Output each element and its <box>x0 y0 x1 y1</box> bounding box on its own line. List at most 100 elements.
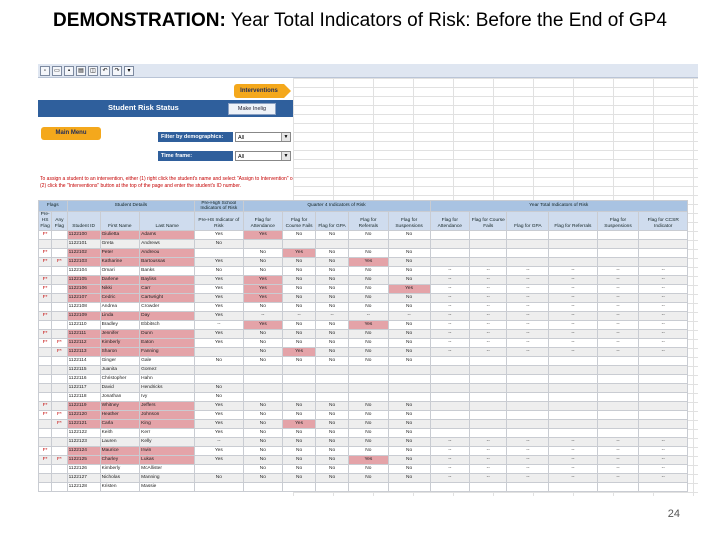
table-cell[interactable] <box>51 275 68 285</box>
table-cell[interactable]: -- <box>596 338 640 348</box>
table-cell[interactable]: No <box>315 329 350 339</box>
table-cell[interactable] <box>506 356 550 366</box>
table-row[interactable]: F* F* 1122112 Kimberly Eaton Yes No No No No No -- -… <box>38 338 688 348</box>
table-cell[interactable]: -- <box>548 446 598 456</box>
table-cell[interactable]: No <box>282 410 317 420</box>
table-cell[interactable] <box>242 374 284 384</box>
table-cell[interactable]: -- <box>596 284 640 294</box>
table-cell[interactable]: No <box>387 446 431 456</box>
table-cell[interactable] <box>51 365 68 375</box>
table-cell[interactable] <box>638 374 688 384</box>
table-cell[interactable] <box>387 365 431 375</box>
table-cell[interactable]: Yes <box>242 284 284 294</box>
table-cell[interactable]: No <box>282 473 317 483</box>
table-cell[interactable]: -- <box>469 275 508 285</box>
table-cell[interactable]: F* <box>38 257 53 267</box>
table-row[interactable]: 1122110 Bradley Ebbitsch -- Yes No No Yes No -- --… <box>38 320 688 330</box>
table-cell[interactable] <box>506 365 550 375</box>
table-cell[interactable] <box>282 383 317 393</box>
table-cell[interactable] <box>596 383 640 393</box>
table-cell[interactable] <box>596 248 640 258</box>
table-cell[interactable]: Nikki <box>99 284 141 294</box>
main-menu-button[interactable]: Main Menu <box>41 127 101 140</box>
table-cell[interactable]: Cartwright <box>139 293 196 303</box>
table-cell[interactable] <box>429 401 471 411</box>
undo-icon[interactable]: ↶ <box>100 65 110 76</box>
table-cell[interactable]: No <box>242 437 284 447</box>
table-cell[interactable]: Yes <box>348 257 389 267</box>
table-cell[interactable]: 1122118 <box>66 392 101 402</box>
table-cell[interactable] <box>596 356 640 366</box>
table-cell[interactable] <box>51 383 68 393</box>
table-cell[interactable] <box>194 365 244 375</box>
table-cell[interactable]: -- <box>506 473 550 483</box>
table-cell[interactable] <box>51 266 68 276</box>
table-cell[interactable] <box>429 248 471 258</box>
table-cell[interactable] <box>387 383 431 393</box>
table-cell[interactable]: -- <box>506 302 550 312</box>
table-cell[interactable] <box>429 392 471 402</box>
table-cell[interactable]: -- <box>638 347 688 357</box>
table-cell[interactable]: Katharine <box>99 257 141 267</box>
table-cell[interactable] <box>596 392 640 402</box>
table-cell[interactable]: No <box>282 464 317 474</box>
table-cell[interactable] <box>242 482 284 492</box>
table-cell[interactable]: 1122123 <box>66 437 101 447</box>
column-header[interactable]: Flag for Suspensions <box>596 211 640 231</box>
table-cell[interactable]: No <box>194 392 244 402</box>
table-cell[interactable] <box>548 383 598 393</box>
table-cell[interactable] <box>315 392 350 402</box>
table-cell[interactable] <box>51 374 68 384</box>
make-inelig-button[interactable]: Make Inelig <box>228 103 276 115</box>
table-cell[interactable] <box>348 383 389 393</box>
table-cell[interactable]: 1122124 <box>66 446 101 456</box>
table-cell[interactable]: -- <box>429 275 471 285</box>
table-row[interactable]: F* 1122113 Sharon Fanning No Yes No No No -- -- -- -… <box>38 347 688 357</box>
table-cell[interactable] <box>315 374 350 384</box>
table-cell[interactable] <box>506 392 550 402</box>
table-row[interactable]: 1122122 Keith Kerr Yes No No No No No <box>38 428 688 438</box>
table-cell[interactable]: -- <box>596 347 640 357</box>
table-cell[interactable] <box>506 374 550 384</box>
column-header[interactable]: Flag for Attendance <box>429 211 471 231</box>
table-cell[interactable] <box>596 365 640 375</box>
table-cell[interactable]: 1122104 <box>66 266 101 276</box>
table-cell[interactable]: McAllister <box>139 464 196 474</box>
table-cell[interactable]: -- <box>596 473 640 483</box>
table-cell[interactable]: -- <box>469 473 508 483</box>
table-cell[interactable] <box>429 410 471 420</box>
table-cell[interactable] <box>638 257 688 267</box>
table-cell[interactable]: F* <box>38 275 53 285</box>
table-cell[interactable]: -- <box>469 329 508 339</box>
table-cell[interactable]: No <box>282 284 317 294</box>
table-cell[interactable]: Greta <box>99 239 141 249</box>
table-cell[interactable] <box>38 419 53 429</box>
table-cell[interactable]: F* <box>38 311 53 321</box>
table-cell[interactable]: No <box>348 230 389 240</box>
table-cell[interactable]: No <box>315 464 350 474</box>
table-cell[interactable]: No <box>315 347 350 357</box>
table-cell[interactable]: No <box>242 446 284 456</box>
table-cell[interactable]: -- <box>638 293 688 303</box>
table-cell[interactable] <box>51 239 68 249</box>
table-cell[interactable]: -- <box>506 293 550 303</box>
table-cell[interactable]: -- <box>548 275 598 285</box>
table-cell[interactable]: No <box>194 473 244 483</box>
table-cell[interactable] <box>51 230 68 240</box>
table-cell[interactable]: 1122114 <box>66 356 101 366</box>
table-cell[interactable]: Yes <box>282 419 317 429</box>
table-cell[interactable]: Omari <box>99 266 141 276</box>
table-cell[interactable] <box>282 482 317 492</box>
table-cell[interactable]: -- <box>429 455 471 465</box>
table-cell[interactable]: Banks <box>139 266 196 276</box>
table-cell[interactable]: -- <box>548 455 598 465</box>
table-cell[interactable]: No <box>282 230 317 240</box>
table-cell[interactable] <box>51 329 68 339</box>
table-cell[interactable]: Yes <box>242 230 284 240</box>
table-cell[interactable]: 1122116 <box>66 374 101 384</box>
table-cell[interactable]: Andreou <box>139 248 196 258</box>
table-cell[interactable]: -- <box>638 275 688 285</box>
table-cell[interactable]: Carr <box>139 284 196 294</box>
table-cell[interactable]: 1122119 <box>66 401 101 411</box>
table-cell[interactable]: No <box>242 266 284 276</box>
